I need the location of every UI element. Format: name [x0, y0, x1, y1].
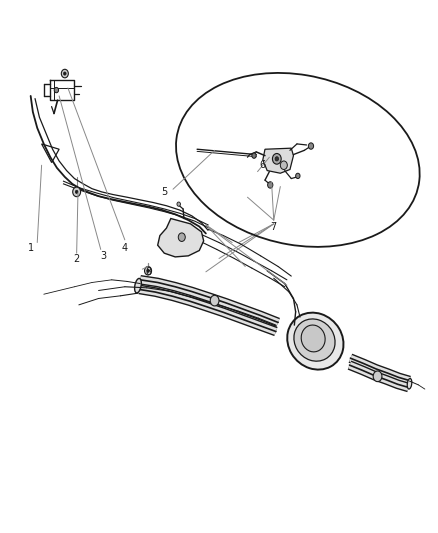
- Ellipse shape: [301, 325, 325, 352]
- Circle shape: [210, 295, 219, 306]
- Circle shape: [308, 143, 314, 149]
- Text: 1: 1: [28, 243, 34, 253]
- Ellipse shape: [287, 313, 343, 369]
- Circle shape: [275, 157, 279, 161]
- Ellipse shape: [134, 278, 141, 293]
- Circle shape: [73, 187, 81, 197]
- Circle shape: [64, 72, 66, 75]
- Ellipse shape: [407, 378, 412, 389]
- Text: 8: 8: [146, 267, 152, 277]
- Text: 7: 7: [271, 222, 277, 231]
- Circle shape: [54, 87, 59, 93]
- Circle shape: [373, 371, 382, 382]
- Circle shape: [252, 153, 256, 158]
- Text: 6: 6: [260, 160, 266, 170]
- Circle shape: [147, 269, 149, 272]
- Ellipse shape: [294, 319, 335, 361]
- Circle shape: [272, 154, 281, 164]
- Circle shape: [145, 266, 152, 275]
- Text: 2: 2: [74, 254, 80, 263]
- Circle shape: [61, 69, 68, 78]
- Polygon shape: [263, 148, 293, 173]
- Text: 5: 5: [161, 187, 167, 197]
- Circle shape: [280, 161, 287, 169]
- Circle shape: [268, 182, 273, 188]
- Polygon shape: [158, 219, 204, 257]
- Circle shape: [177, 202, 180, 206]
- Text: 4: 4: [122, 243, 128, 253]
- Text: 3: 3: [100, 251, 106, 261]
- Circle shape: [178, 233, 185, 241]
- Circle shape: [75, 190, 78, 193]
- Circle shape: [296, 173, 300, 179]
